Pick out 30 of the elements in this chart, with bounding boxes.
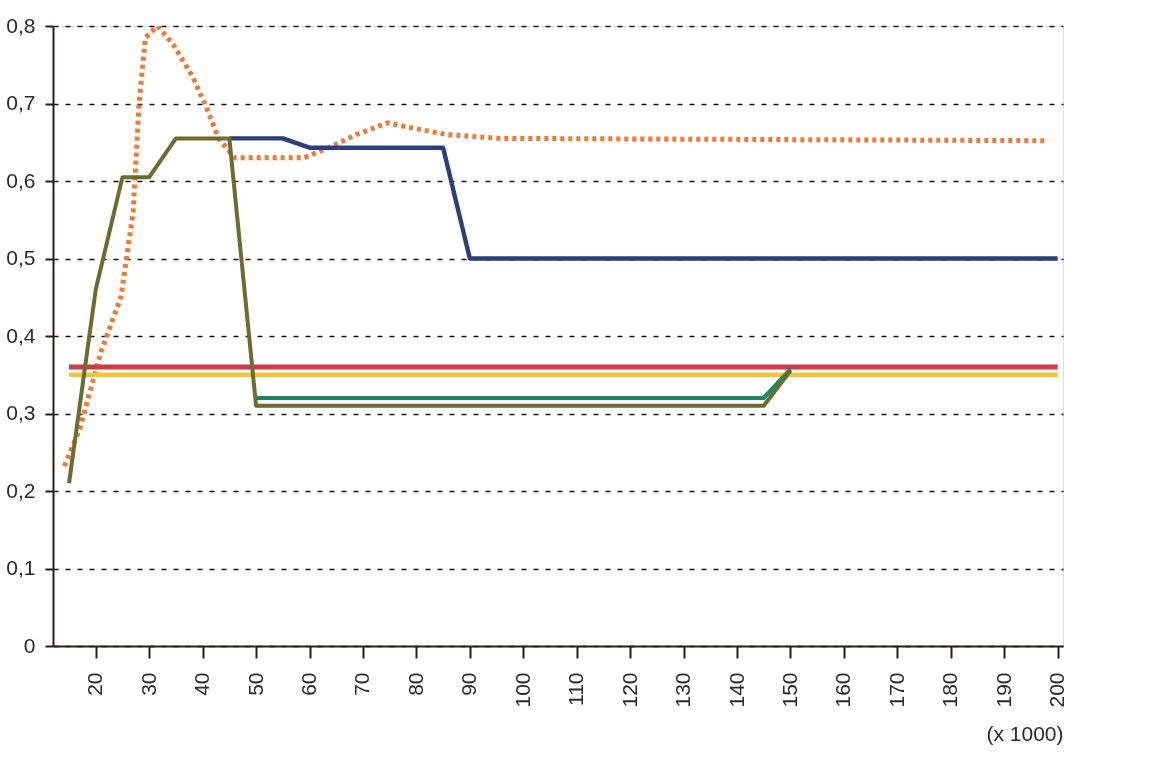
x-tick-label: 170	[884, 672, 908, 708]
x-tick-label: 50	[243, 672, 267, 696]
x-tick-label: 190	[991, 672, 1015, 708]
x-tick-label: 200	[1045, 672, 1069, 708]
y-tick-label: 0,6	[6, 168, 36, 192]
y-tick-label: 0,2	[6, 478, 36, 502]
y-tick-label: 0,7	[6, 91, 36, 114]
y-tick-label: 0,1	[6, 556, 36, 579]
y-tick-label: 0,3	[6, 401, 36, 424]
line-series	[67, 136, 793, 486]
x-tick-label: 130	[671, 672, 695, 708]
x-tick-label: 100	[510, 672, 534, 708]
x-tick-label: 70	[350, 672, 374, 696]
x-tick-label: 30	[136, 672, 160, 696]
x-tick-label: 140	[724, 672, 748, 708]
x-tick-label: 20	[83, 672, 107, 696]
x-tick-label: 160	[831, 672, 855, 708]
x-tick-label: 110	[564, 672, 588, 706]
x-tick-label: 120	[617, 672, 641, 708]
x-tick-label: 180	[938, 672, 962, 708]
x-tick-label: 90	[457, 672, 481, 696]
y-tick-label: 0,8	[6, 13, 36, 37]
y-tick-label: 0	[23, 633, 36, 657]
x-tick-label: 60	[297, 672, 321, 696]
y-tick-label: 0,4	[6, 323, 36, 347]
x-axis-title: (x 1000)	[986, 721, 1064, 745]
x-tick-label: 40	[190, 672, 214, 696]
x-tick-label: 80	[403, 672, 427, 696]
x-tick-label: 150	[777, 672, 801, 708]
y-tick-label: 0,5	[6, 246, 36, 269]
